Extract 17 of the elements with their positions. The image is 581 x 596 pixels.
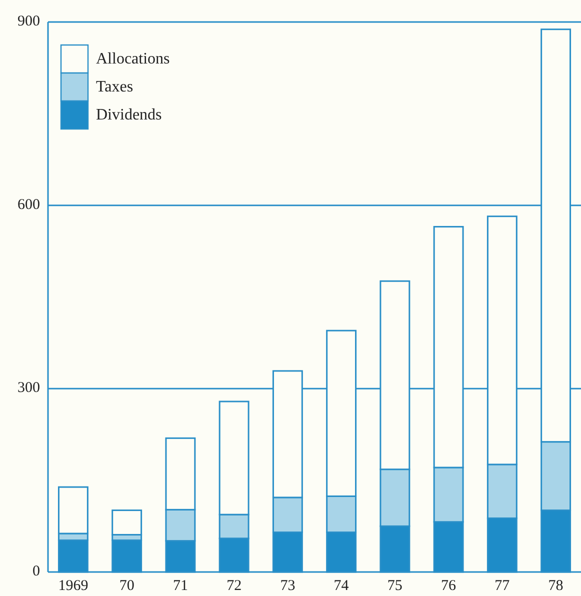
x-tick-label: 73 [280,578,296,594]
legend-label: Allocations [96,50,170,68]
y-tick-label: 300 [18,380,40,396]
legend-label: Dividends [96,106,162,124]
legend-label: Taxes [96,78,134,96]
y-tick-label: 600 [18,196,40,213]
x-tick-label: 77 [494,578,510,594]
x-tick-label: 71 [172,578,188,594]
x-tick-label: 72 [226,578,242,594]
y-tick-label: 0 [32,563,40,580]
x-tick-label: 76 [441,578,457,594]
x-tick-label: 78 [548,578,564,594]
y-tick-label: 900 [18,13,40,30]
x-tick-label: 75 [387,578,402,594]
x-tick-label: 1969 [58,578,88,594]
x-tick-label: 70 [119,578,134,594]
x-tick-label: 74 [334,578,350,594]
